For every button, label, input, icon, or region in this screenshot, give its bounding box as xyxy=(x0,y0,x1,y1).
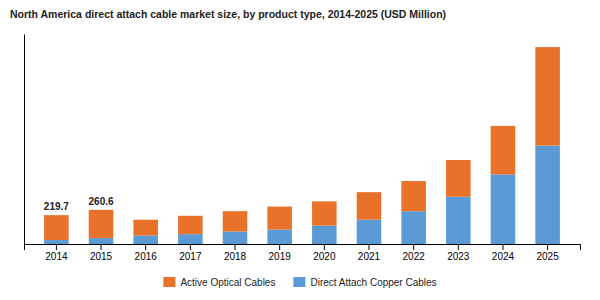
x-tick-label: 2016 xyxy=(135,251,158,262)
x-tick: 2022 xyxy=(403,244,426,262)
bar xyxy=(446,197,471,244)
bar xyxy=(357,220,382,244)
x-tick-label: 2020 xyxy=(313,251,336,262)
x-tick: 2016 xyxy=(135,244,158,262)
bar xyxy=(223,232,248,244)
chart: North America direct attach cable market… xyxy=(0,0,600,300)
x-tick-label: 2015 xyxy=(90,251,113,262)
legend-item: Active Optical Cables xyxy=(163,277,275,288)
bar xyxy=(535,146,560,244)
x-tick-label: 2018 xyxy=(224,251,247,262)
x-tick: 2017 xyxy=(179,244,202,262)
bar xyxy=(89,238,114,244)
bar xyxy=(491,126,516,175)
legend-swatch xyxy=(163,277,175,287)
x-tick: 2018 xyxy=(224,244,247,262)
title: North America direct attach cable market… xyxy=(10,8,446,20)
bar xyxy=(44,240,69,244)
y-axis xyxy=(24,35,25,245)
bar xyxy=(133,220,158,236)
legend-item: Direct Attach Copper Cables xyxy=(293,277,436,288)
x-tick-label: 2019 xyxy=(269,251,292,262)
legend-label: Direct Attach Copper Cables xyxy=(310,277,436,288)
x-tick: 2021 xyxy=(358,244,381,262)
x-tick-label: 2014 xyxy=(45,251,68,262)
x-tick-mark xyxy=(324,244,325,250)
x-tick-mark xyxy=(547,244,548,250)
series xyxy=(44,146,560,244)
bar xyxy=(133,235,158,244)
x-tick-mark xyxy=(413,244,414,250)
bar xyxy=(267,207,292,230)
x-tick-label: 2025 xyxy=(536,251,559,262)
bar xyxy=(357,192,382,220)
x-tick-mark xyxy=(56,244,57,250)
x-tick-mark xyxy=(458,244,459,250)
legend-swatch xyxy=(293,277,305,287)
bar xyxy=(535,47,560,145)
plot: 2014 2015 2016 2017 2018 2019 2020 2021 2022 2023… xyxy=(25,35,581,263)
x-tick-mark xyxy=(145,244,146,250)
annotation: 260.6 xyxy=(89,196,114,207)
x-tick-label: 2017 xyxy=(179,251,202,262)
x-tick: 2025 xyxy=(536,244,559,262)
x-tick: 2020 xyxy=(313,244,336,262)
bar xyxy=(267,230,292,244)
x-tick-label: 2022 xyxy=(403,251,426,262)
bar xyxy=(44,215,69,240)
y-axis-line xyxy=(24,35,25,245)
bar xyxy=(178,216,203,234)
x-tick-label: 2024 xyxy=(492,251,515,262)
bars xyxy=(44,47,560,244)
x-tick: 2015 xyxy=(90,244,113,262)
x-tick: 2024 xyxy=(492,244,515,262)
legend: Active Optical Cables Direct Attach Coppe… xyxy=(163,277,436,288)
x-tick-mark xyxy=(235,244,236,250)
bar xyxy=(89,210,114,238)
bar xyxy=(401,211,426,244)
x-tick-mark xyxy=(279,244,280,250)
bar xyxy=(223,211,248,231)
bar xyxy=(401,181,426,211)
bar xyxy=(446,160,471,197)
x-tick-label: 2023 xyxy=(447,251,470,262)
x-tick: 2019 xyxy=(269,244,292,262)
x-axis-line xyxy=(25,245,581,251)
x-axis: 2014 2015 2016 2017 2018 2019 2020 2021 2022 2023… xyxy=(25,244,581,262)
x-tick-mark xyxy=(368,244,369,250)
x-tick-mark xyxy=(101,244,102,250)
x-tick-label: 2021 xyxy=(358,251,381,262)
bar xyxy=(312,226,337,244)
x-tick: 2014 xyxy=(45,244,68,262)
annotation: 219.7 xyxy=(44,201,69,212)
x-tick: 2023 xyxy=(447,244,470,262)
series xyxy=(44,47,560,240)
bar xyxy=(312,201,337,225)
x-tick-mark xyxy=(190,244,191,250)
x-tick-mark xyxy=(502,244,503,250)
bar xyxy=(178,234,203,244)
legend-label: Active Optical Cables xyxy=(180,277,275,288)
bar xyxy=(491,174,516,244)
